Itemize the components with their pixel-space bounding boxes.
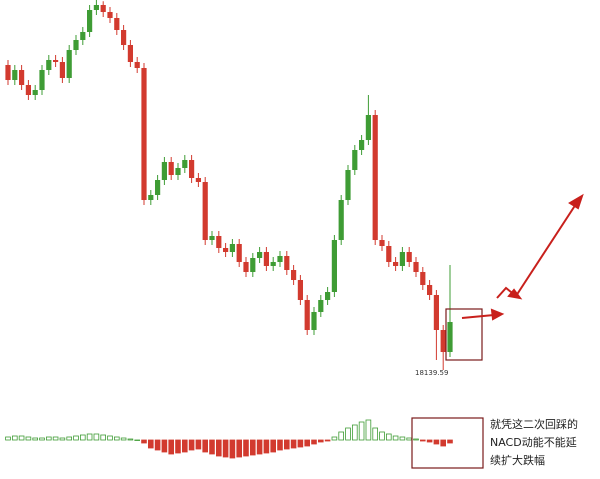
- note-line: 就凭这二次回踩的: [490, 417, 578, 431]
- macd-bar: [59, 437, 66, 441]
- macd-bar: [154, 439, 161, 451]
- macd-bar: [358, 421, 365, 441]
- macd-bar: [141, 439, 147, 444]
- macd-bar: [188, 439, 195, 451]
- macd-bar: [209, 439, 215, 455]
- macd-bar: [263, 439, 270, 454]
- arrows: [461, 193, 584, 321]
- macd-bar: [379, 431, 385, 441]
- macd-bar: [114, 436, 120, 441]
- macd-bar: [168, 439, 175, 455]
- macd-bar: [25, 436, 32, 441]
- macd-bar: [385, 433, 392, 441]
- macd-bar: [32, 437, 38, 441]
- macd-bar: [52, 436, 59, 441]
- macd-bar: [127, 438, 134, 441]
- macd-bar: [270, 439, 276, 453]
- macd-bar: [338, 431, 344, 441]
- macd-bar: [93, 433, 100, 441]
- macd-bar: [66, 436, 73, 441]
- macd-bar: [120, 437, 127, 441]
- note-line: 续扩大跌幅: [490, 453, 545, 467]
- macd-bar: [73, 435, 79, 441]
- macd-bar: [39, 437, 45, 441]
- macd-bar: [324, 439, 331, 442]
- macd-bar: [351, 424, 358, 441]
- macd-bar: [11, 435, 18, 441]
- macd-bar: [229, 439, 236, 459]
- macd-bar: [413, 438, 419, 441]
- macd-bar: [147, 439, 154, 449]
- macd-bar: [18, 435, 25, 441]
- macd-bar: [161, 439, 168, 453]
- macd-bar: [277, 439, 283, 451]
- macd-bar: [297, 439, 304, 448]
- macd-bar: [236, 439, 243, 458]
- macd-bar: [256, 439, 263, 455]
- note-line: NACD动能不能延: [490, 435, 577, 449]
- macd-bar: [86, 433, 93, 441]
- macd-bar: [311, 439, 317, 445]
- macd-bar: [202, 439, 209, 453]
- macd-highlight-box: [411, 417, 484, 469]
- macd-bar: [46, 436, 52, 441]
- macd-bar: [392, 435, 399, 441]
- macd-bar: [249, 439, 256, 456]
- macd-bar: [406, 437, 412, 441]
- macd-bar: [80, 434, 86, 441]
- macd-bar: [372, 427, 378, 441]
- macd-bar: [107, 435, 113, 441]
- macd-bar: [175, 439, 181, 454]
- macd-bar: [331, 436, 338, 441]
- macd-bar: [283, 439, 290, 450]
- macd-bar: [304, 439, 310, 447]
- macd-bar: [243, 439, 249, 457]
- low-label: 18139.59: [415, 369, 448, 377]
- macd-bar: [195, 439, 202, 450]
- macd-bar: [365, 419, 372, 441]
- macd-bar: [426, 439, 433, 443]
- macd-bar: [222, 439, 229, 458]
- macd-bar: [440, 439, 446, 447]
- highlight-box: [445, 308, 483, 361]
- macd-bar: [134, 439, 141, 441]
- macd-bar: [419, 439, 426, 442]
- macd-bar: [317, 439, 324, 443]
- macd-bar: [447, 439, 453, 444]
- macd-bar: [100, 434, 107, 441]
- macd-bar: [290, 439, 297, 449]
- macd-bar: [215, 439, 222, 457]
- macd-bar: [345, 427, 351, 441]
- macd-bar: [433, 439, 440, 445]
- macd-bar: [181, 439, 188, 453]
- macd-bar: [5, 436, 11, 441]
- macd-bar: [399, 436, 406, 441]
